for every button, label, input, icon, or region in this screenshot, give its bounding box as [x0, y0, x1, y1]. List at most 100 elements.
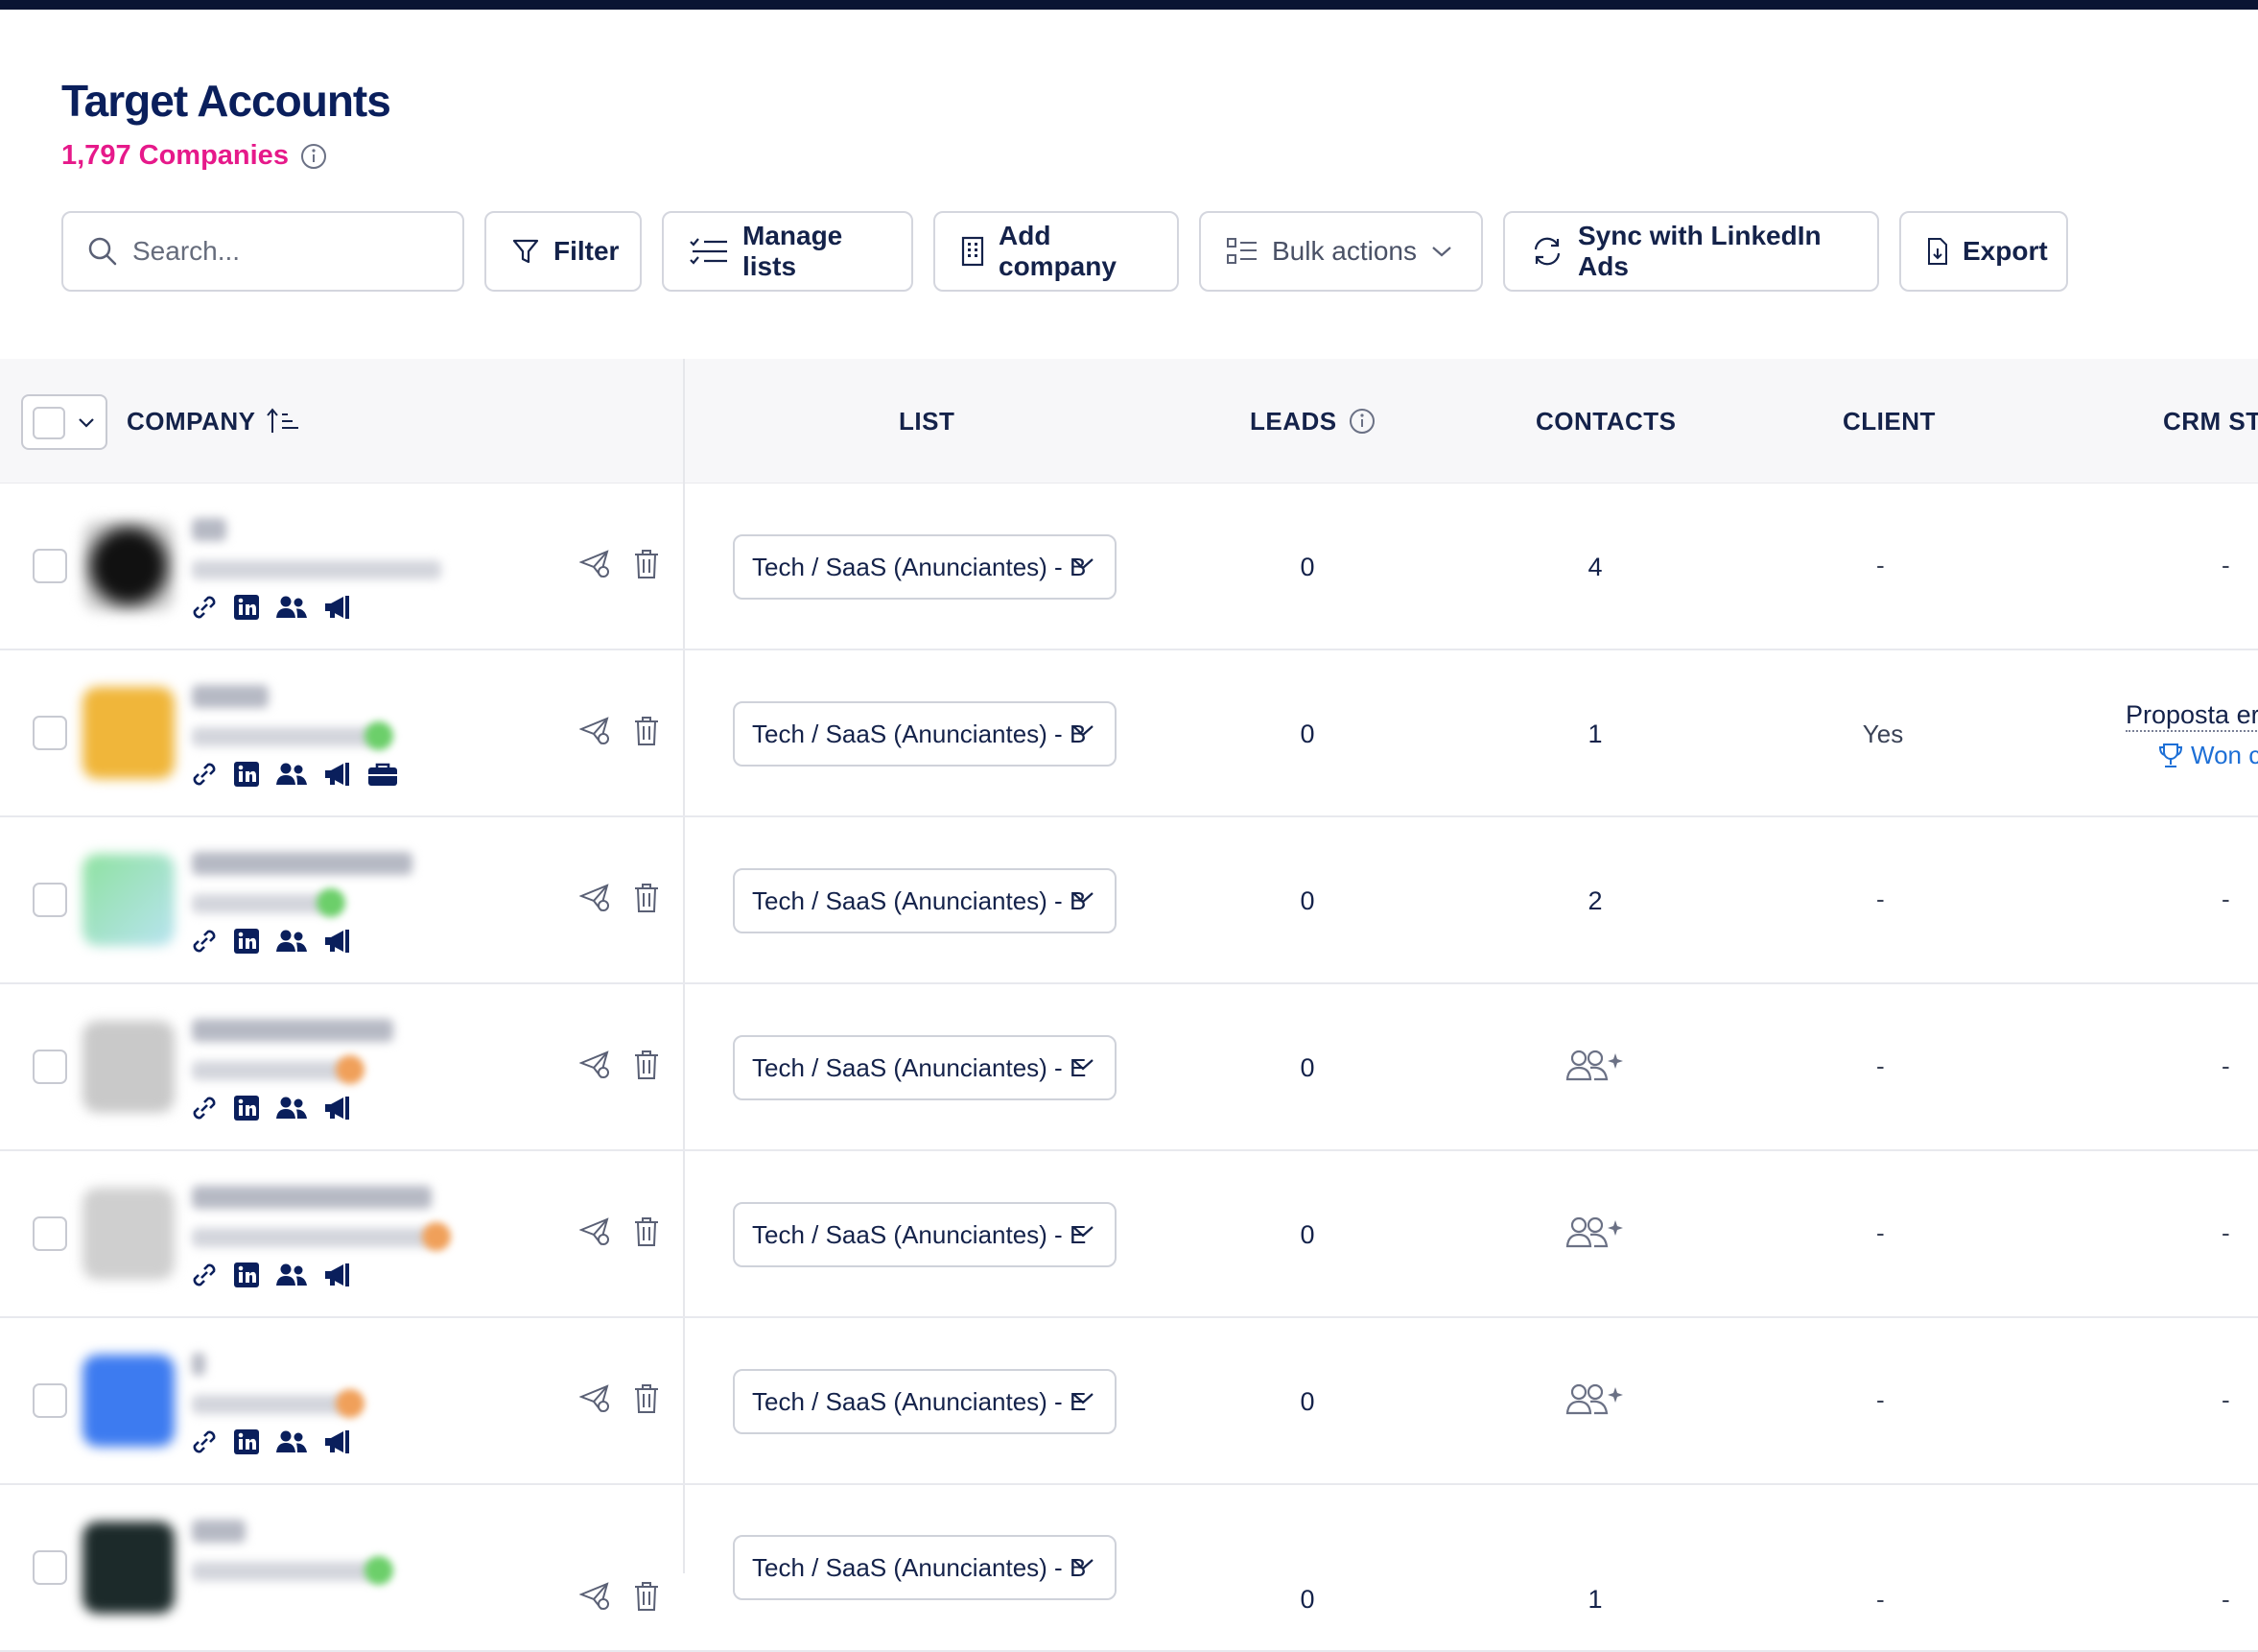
- users-icon[interactable]: [274, 927, 309, 956]
- list-select[interactable]: Tech / SaaS (Anunciantes) - B: [733, 1535, 1117, 1600]
- accounts-table: COMPANY LIST LEADS CONTACTS CLIENT CRM S…: [0, 359, 2258, 1652]
- company-name-redacted[interactable]: [192, 518, 226, 541]
- users-icon[interactable]: [274, 1428, 309, 1456]
- row-checkbox[interactable]: [33, 1383, 67, 1418]
- megaphone-icon[interactable]: [322, 593, 353, 622]
- find-contacts-icon[interactable]: [1565, 1215, 1625, 1251]
- contacts-count[interactable]: 2: [1588, 886, 1603, 915]
- row-checkbox[interactable]: [33, 1050, 67, 1084]
- trash-icon[interactable]: [633, 883, 660, 913]
- table-row[interactable]: Tech / SaaS (Anunciantes) - B 0 4 - -: [0, 484, 2258, 650]
- send-icon[interactable]: [579, 883, 612, 913]
- contacts-count[interactable]: 4: [1588, 553, 1603, 581]
- company-name-redacted[interactable]: [192, 1353, 205, 1376]
- row-checkbox[interactable]: [33, 716, 67, 750]
- table-row[interactable]: Tech / SaaS (Anunciantes) - B 0 2 - -: [0, 817, 2258, 984]
- table-row[interactable]: Tech / SaaS (Anunciantes) - B 0 1 - -: [0, 1485, 2258, 1652]
- list-select[interactable]: Tech / SaaS (Anunciantes) - E: [733, 1369, 1117, 1434]
- find-contacts-icon[interactable]: [1565, 1381, 1625, 1418]
- megaphone-icon[interactable]: [322, 1261, 353, 1289]
- send-icon[interactable]: [579, 1581, 612, 1612]
- linkedin-icon[interactable]: [232, 1094, 261, 1122]
- select-all-checkbox[interactable]: [33, 407, 65, 439]
- company-meta-redacted: [192, 1562, 374, 1581]
- filter-button[interactable]: Filter: [484, 211, 642, 292]
- link-icon[interactable]: [190, 1261, 219, 1289]
- users-icon[interactable]: [274, 1261, 309, 1289]
- find-contacts-icon[interactable]: [1565, 1048, 1625, 1084]
- row-checkbox[interactable]: [33, 883, 67, 917]
- bulk-actions-dropdown[interactable]: Bulk actions: [1199, 211, 1483, 292]
- contacts-count[interactable]: 1: [1588, 720, 1603, 748]
- trash-icon[interactable]: [633, 716, 660, 746]
- find-contacts-button[interactable]: [1565, 1048, 1625, 1089]
- send-icon[interactable]: [579, 1216, 612, 1247]
- add-company-button[interactable]: Add company: [933, 211, 1179, 292]
- trash-icon[interactable]: [633, 1050, 660, 1080]
- company-name-redacted[interactable]: [192, 1019, 393, 1042]
- table-row[interactable]: Tech / SaaS (Anunciantes) - E 0 - -: [0, 984, 2258, 1151]
- row-checkbox[interactable]: [33, 1550, 67, 1585]
- send-icon[interactable]: [579, 716, 612, 746]
- column-contacts[interactable]: CONTACTS: [1536, 406, 1677, 436]
- list-select[interactable]: Tech / SaaS (Anunciantes) - B: [733, 534, 1117, 600]
- link-icon[interactable]: [190, 1094, 219, 1122]
- company-name-redacted[interactable]: [192, 852, 412, 875]
- linkedin-icon[interactable]: [232, 1261, 261, 1289]
- table-row[interactable]: Tech / SaaS (Anunciantes) - E 0 - -: [0, 1151, 2258, 1318]
- column-list[interactable]: LIST: [899, 406, 955, 436]
- info-icon[interactable]: [300, 143, 327, 170]
- sync-linkedin-ads-button[interactable]: Sync with LinkedIn Ads: [1503, 211, 1879, 292]
- megaphone-icon[interactable]: [322, 927, 353, 956]
- manage-lists-button[interactable]: Manage lists: [662, 211, 913, 292]
- select-all-dropdown[interactable]: [21, 394, 107, 450]
- company-name-redacted[interactable]: [192, 685, 269, 708]
- link-icon[interactable]: [190, 593, 219, 622]
- table-row[interactable]: Tech / SaaS (Anunciantes) - E 0 - -: [0, 1318, 2258, 1485]
- linkedin-icon[interactable]: [232, 593, 261, 622]
- company-links: [190, 927, 353, 956]
- contacts-count[interactable]: 1: [1588, 1585, 1603, 1614]
- company-name-redacted[interactable]: [192, 1520, 246, 1543]
- briefcase-icon[interactable]: [366, 760, 399, 789]
- crm-outcome-label: Won c: [2191, 741, 2258, 769]
- list-select[interactable]: Tech / SaaS (Anunciantes) - E: [733, 1035, 1117, 1100]
- search-input[interactable]: Search...: [61, 211, 464, 292]
- column-client[interactable]: CLIENT: [1843, 406, 1936, 436]
- sort-ascending-icon[interactable]: [265, 407, 303, 436]
- column-crm-status[interactable]: CRM STA: [2163, 406, 2258, 436]
- trash-icon[interactable]: [633, 1581, 660, 1612]
- find-contacts-button[interactable]: [1565, 1381, 1625, 1423]
- trash-icon[interactable]: [633, 549, 660, 579]
- link-icon[interactable]: [190, 1428, 219, 1456]
- trash-icon[interactable]: [633, 1383, 660, 1414]
- info-icon[interactable]: [1349, 408, 1376, 435]
- send-icon[interactable]: [579, 1050, 612, 1080]
- users-icon[interactable]: [274, 760, 309, 789]
- send-icon[interactable]: [579, 549, 612, 579]
- link-icon[interactable]: [190, 927, 219, 956]
- trash-icon[interactable]: [633, 1216, 660, 1247]
- users-icon[interactable]: [274, 593, 309, 622]
- linkedin-icon[interactable]: [232, 760, 261, 789]
- megaphone-icon[interactable]: [322, 1094, 353, 1122]
- export-button[interactable]: Export: [1899, 211, 2068, 292]
- company-name-redacted[interactable]: [192, 1186, 432, 1209]
- megaphone-icon[interactable]: [322, 760, 353, 789]
- column-leads[interactable]: LEADS: [1250, 359, 1376, 484]
- crm-stage[interactable]: Proposta er: [2126, 700, 2258, 732]
- list-select[interactable]: Tech / SaaS (Anunciantes) - B: [733, 868, 1117, 933]
- list-select[interactable]: Tech / SaaS (Anunciantes) - B: [733, 701, 1117, 767]
- link-icon[interactable]: [190, 760, 219, 789]
- linkedin-icon[interactable]: [232, 1428, 261, 1456]
- find-contacts-button[interactable]: [1565, 1215, 1625, 1256]
- column-company[interactable]: COMPANY: [127, 359, 303, 484]
- row-checkbox[interactable]: [33, 549, 67, 583]
- linkedin-icon[interactable]: [232, 927, 261, 956]
- table-row[interactable]: Tech / SaaS (Anunciantes) - B 0 1 Yes Propos…: [0, 650, 2258, 817]
- row-checkbox[interactable]: [33, 1216, 67, 1251]
- users-icon[interactable]: [274, 1094, 309, 1122]
- list-select[interactable]: Tech / SaaS (Anunciantes) - E: [733, 1202, 1117, 1267]
- send-icon[interactable]: [579, 1383, 612, 1414]
- megaphone-icon[interactable]: [322, 1428, 353, 1456]
